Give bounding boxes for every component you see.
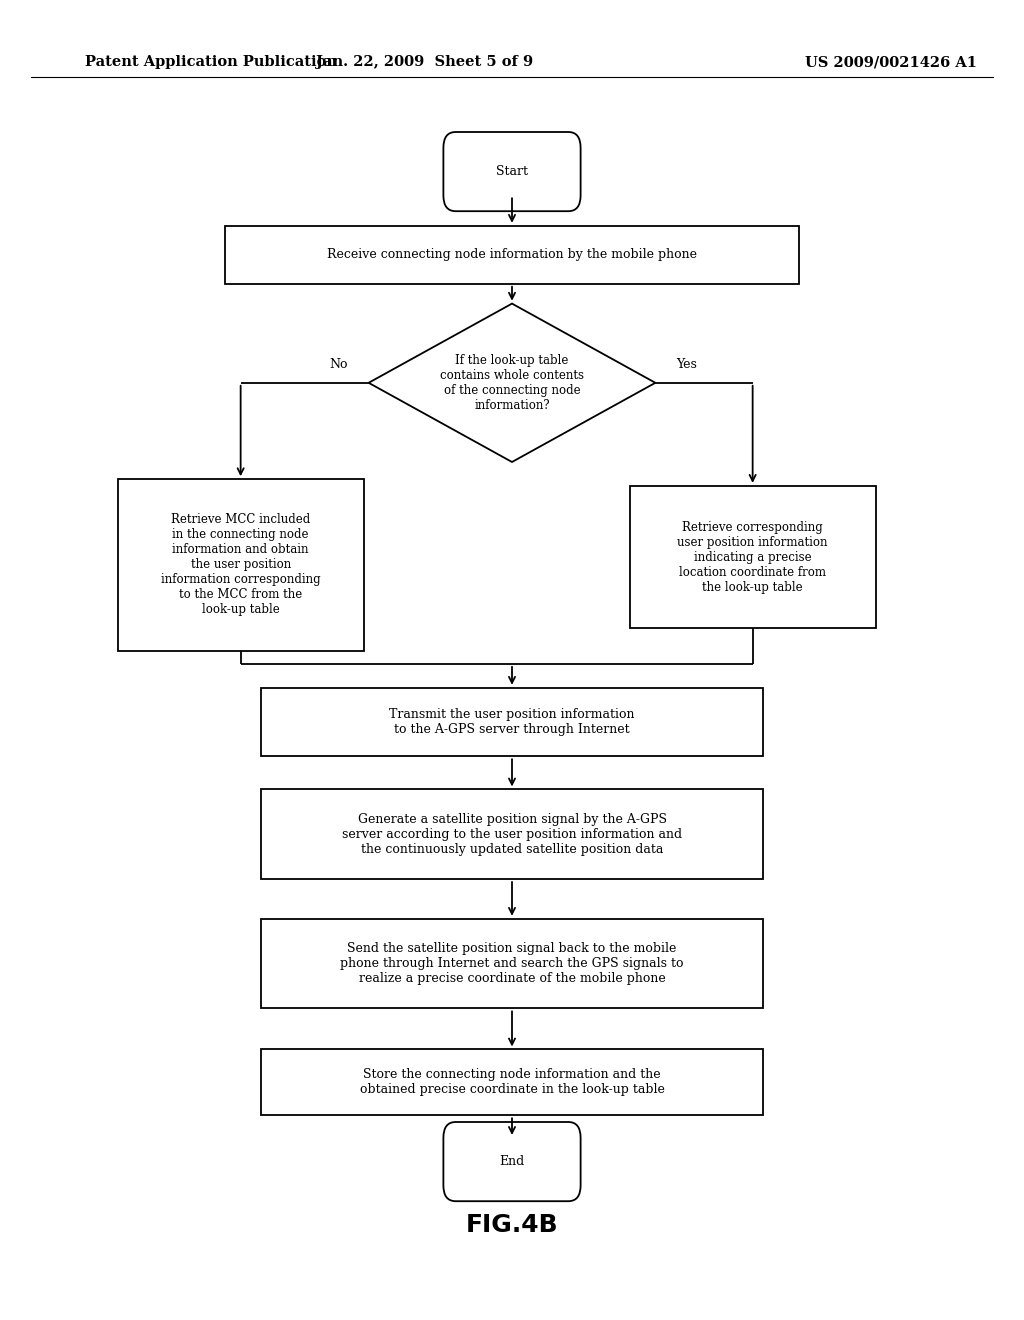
- Bar: [630, 486, 876, 628]
- Text: Store the connecting node information and the
obtained precise coordinate in the: Store the connecting node information an…: [359, 1068, 665, 1097]
- Text: US 2009/0021426 A1: US 2009/0021426 A1: [805, 55, 977, 69]
- Text: End: End: [500, 1155, 524, 1168]
- FancyBboxPatch shape: [443, 1122, 581, 1201]
- Text: FIG.4B: FIG.4B: [466, 1213, 558, 1237]
- Bar: [261, 1049, 763, 1115]
- Text: Yes: Yes: [676, 358, 696, 371]
- Bar: [261, 919, 763, 1008]
- FancyBboxPatch shape: [443, 132, 581, 211]
- Text: Start: Start: [496, 165, 528, 178]
- Bar: [261, 688, 763, 756]
- Text: Retrieve corresponding
user position information
indicating a precise
location c: Retrieve corresponding user position inf…: [678, 520, 827, 594]
- Polygon shape: [369, 304, 655, 462]
- Text: Receive connecting node information by the mobile phone: Receive connecting node information by t…: [327, 248, 697, 261]
- Text: Patent Application Publication: Patent Application Publication: [85, 55, 337, 69]
- Bar: [118, 479, 364, 651]
- Bar: [261, 789, 763, 879]
- Bar: [225, 226, 799, 284]
- Text: No: No: [330, 358, 348, 371]
- Text: Retrieve MCC included
in the connecting node
information and obtain
the user pos: Retrieve MCC included in the connecting …: [161, 513, 321, 616]
- Text: Generate a satellite position signal by the A-GPS
server according to the user p: Generate a satellite position signal by …: [342, 813, 682, 855]
- Text: Transmit the user position information
to the A-GPS server through Internet: Transmit the user position information t…: [389, 708, 635, 737]
- Text: Send the satellite position signal back to the mobile
phone through Internet and: Send the satellite position signal back …: [340, 942, 684, 985]
- Text: Jan. 22, 2009  Sheet 5 of 9: Jan. 22, 2009 Sheet 5 of 9: [316, 55, 534, 69]
- Text: If the look-up table
contains whole contents
of the connecting node
information?: If the look-up table contains whole cont…: [440, 354, 584, 412]
